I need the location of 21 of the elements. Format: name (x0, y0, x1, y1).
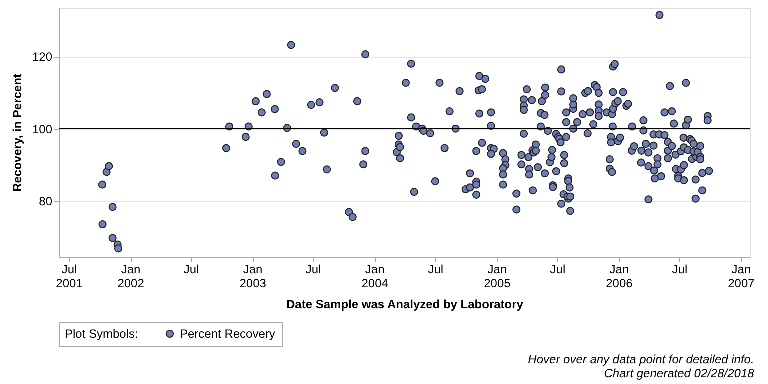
x-tick-label: Jan 2005 (484, 262, 512, 290)
x-tick-label: Jul (428, 262, 444, 276)
x-tick-label: Jul (306, 262, 322, 276)
x-tick-label: Jul (184, 262, 200, 276)
x-tick-label: Jul (672, 262, 688, 276)
x-tick-label: Jan 2002 (118, 262, 145, 290)
x-tick-label: Jan 2006 (606, 262, 634, 290)
x-tick-label: Jul (550, 262, 566, 276)
text: Hover over any data point for detailed info. (528, 352, 754, 366)
y-tick-label: 100 (32, 122, 53, 136)
y-tick-label: 120 (32, 50, 53, 64)
x-axis-title: Date Sample was Analyzed by Laboratory (286, 298, 524, 312)
x-tick-label: Jan 2004 (362, 262, 389, 290)
x-tick-label: Jul 2001 (56, 262, 84, 290)
legend-title: Plot Symbols: (65, 327, 138, 341)
x-tick-label: Jan 2003 (240, 262, 267, 290)
y-tick-label: 80 (39, 194, 53, 209)
legend-label: Percent Recovery (180, 327, 276, 341)
x-tick-label: Jan 2007 (728, 262, 756, 290)
y-axis-title: Recovery, in Percent (10, 74, 24, 192)
text: Chart generated 02/28/2018 (604, 366, 755, 380)
